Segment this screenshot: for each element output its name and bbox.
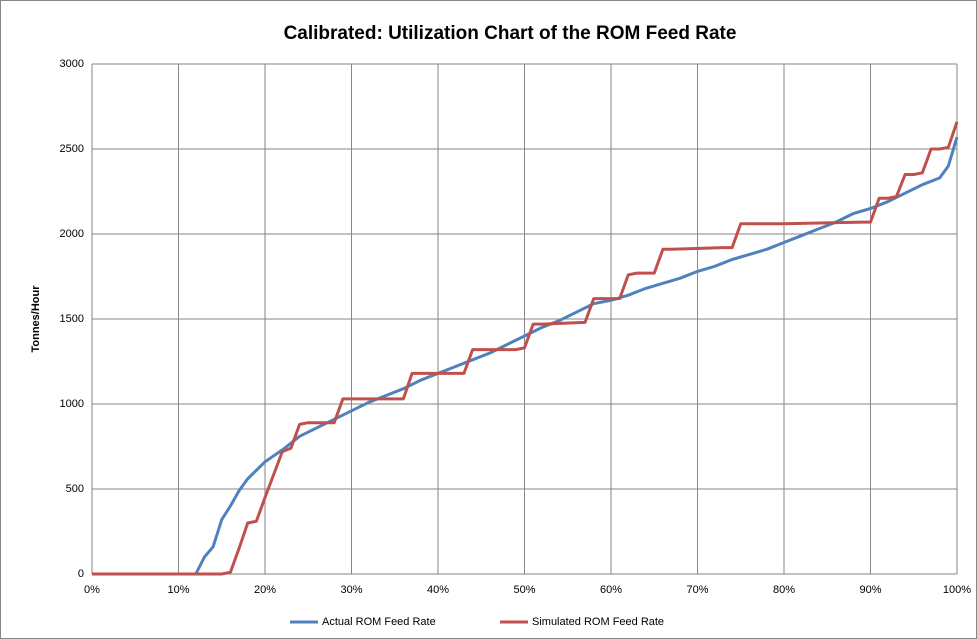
x-tick-label: 80% [773,584,795,596]
x-tick-label: 0% [84,584,100,596]
legend-label: Simulated ROM Feed Rate [532,616,664,628]
x-tick-label: 40% [427,584,449,596]
data-line [92,121,959,576]
y-tick-label: 2000 [60,228,84,240]
x-tick-label: 20% [254,584,276,596]
x-tick-label: 60% [600,584,622,596]
x-tick-label: 50% [513,584,535,596]
chart-title: Calibrated: Utilization Chart of the ROM… [284,23,737,44]
y-tick-label: 3000 [60,58,84,70]
data-line [92,136,959,576]
y-tick-label: 0 [78,568,84,580]
x-tick-label: 30% [340,584,362,596]
x-tick-label: 100% [943,584,971,596]
x-tick-label: 10% [167,584,189,596]
y-tick-label: 1500 [60,313,84,325]
x-tick-label: 70% [686,584,708,596]
y-tick-label: 1000 [60,398,84,410]
legend-label: Actual ROM Feed Rate [322,616,436,628]
y-axis-label: Tonnes/Hour [30,285,42,353]
y-tick-label: 2500 [60,143,84,155]
y-tick-label: 500 [66,483,84,495]
x-tick-label: 90% [859,584,881,596]
